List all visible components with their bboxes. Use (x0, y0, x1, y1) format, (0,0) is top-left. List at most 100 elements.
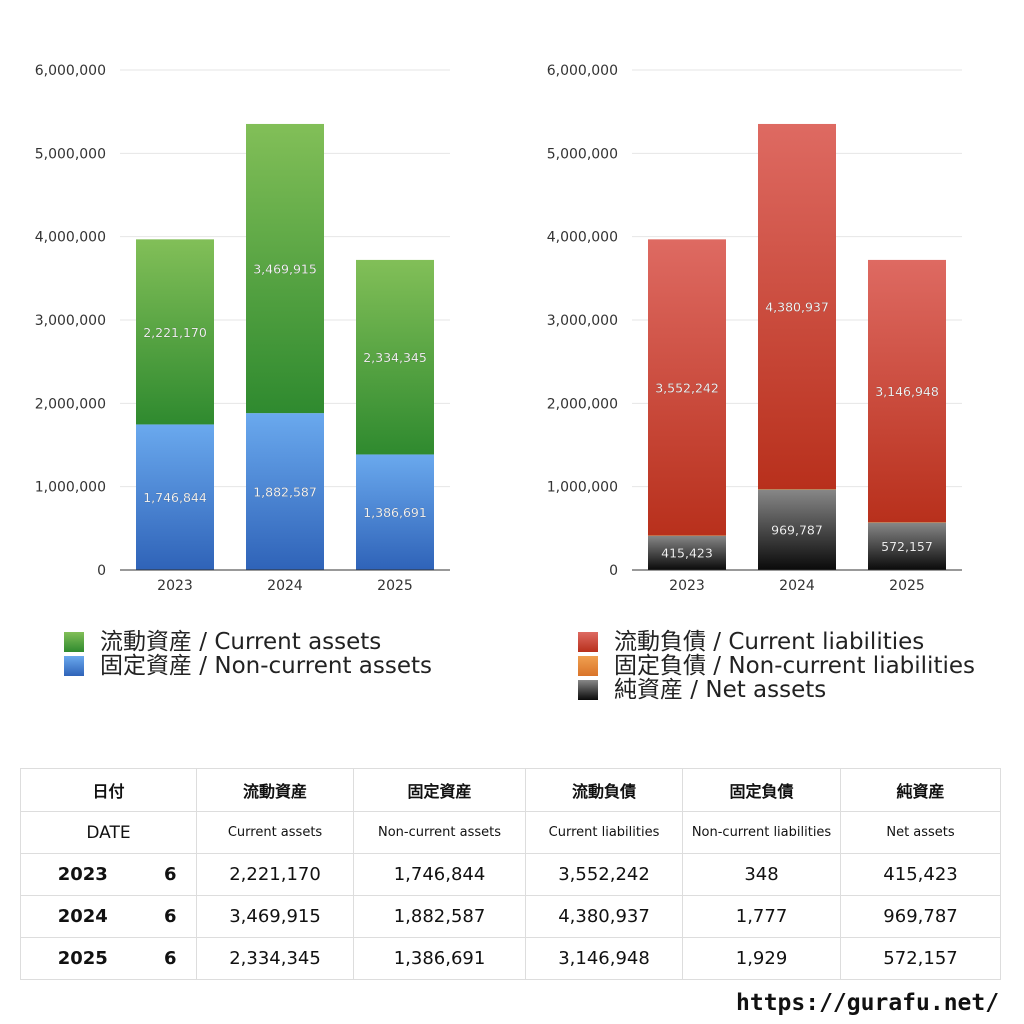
header-current-liabilities-en: Current liabilities (525, 811, 684, 854)
cell-noncurrent-liabilities: 1,929 (682, 937, 842, 980)
data-label: 1,386,691 (363, 505, 427, 520)
data-label: 3,469,915 (253, 262, 317, 277)
cell-noncurrent-assets: 1,386,691 (353, 937, 527, 980)
y-tick-label: 1,000,000 (547, 480, 618, 496)
bar-current-liabilities-2024 (758, 123, 836, 490)
row-month: 6 (144, 937, 198, 980)
bar-net-assets-2024 (758, 489, 836, 570)
bar-non-current-liabilities-2025 (868, 522, 946, 523)
row-month: 6 (144, 853, 198, 896)
cell-current-assets: 2,221,170 (196, 853, 355, 896)
bar-non-current-assets-2025 (356, 454, 434, 570)
cell-noncurrent-assets: 1,746,844 (353, 853, 527, 896)
cell-current-liabilities: 3,552,242 (525, 853, 684, 896)
bar-non-current-liabilities-2023 (648, 535, 726, 536)
header-noncurrent-assets-en: Non-current assets (353, 811, 527, 854)
data-label: 969,787 (771, 523, 823, 538)
cell-noncurrent-liabilities: 1,777 (682, 895, 842, 938)
data-label: 415,423 (661, 546, 713, 561)
assets-chart: 0 1,000,000 2,000,000 3,000,000 4,000,000 5,0… (35, 63, 450, 594)
legend-item: 固定資産 / Non-current assets (64, 654, 432, 678)
y-tick-label: 0 (609, 563, 618, 579)
cell-current-assets: 3,469,915 (196, 895, 355, 938)
legend-item: 固定負債 / Non-current liabilities (578, 654, 975, 678)
y-tick-label: 2,000,000 (35, 396, 106, 412)
legend-label: 流動負債 / Current liabilities (614, 629, 925, 655)
row-year: 2025 (20, 937, 145, 980)
data-label: 3,146,948 (875, 384, 939, 399)
bar-non-current-assets-2023 (136, 424, 214, 570)
cell-current-liabilities: 4,380,937 (525, 895, 684, 938)
cell-net-assets: 969,787 (840, 895, 1002, 938)
y-tick-label: 3,000,000 (35, 313, 106, 329)
legend-item: 純資産 / Net assets (578, 678, 975, 702)
cell-noncurrent-assets: 1,882,587 (353, 895, 527, 938)
date-header-en: DATE (19, 811, 198, 854)
legend-item: 流動負債 / Current liabilities (578, 630, 975, 654)
cell-net-assets: 415,423 (840, 853, 1002, 896)
y-tick-label: 5,000,000 (35, 146, 106, 162)
x-tick-label: 2023 (157, 578, 193, 594)
header-net-assets-en: Net assets (840, 811, 1002, 854)
x-tick-label: 2023 (669, 578, 705, 594)
balance-sheet-table: 日付 流動資産 固定資産 流動負債 固定負債 純資産 DATE Current … (19, 768, 1002, 980)
liabilities-chart: 0 1,000,000 2,000,000 3,000,000 4,000,000 5,0… (547, 63, 962, 594)
legend-swatch (64, 632, 84, 652)
site-url-link[interactable]: https://gurafu.net/ (736, 990, 1000, 1016)
data-label: 3,552,242 (655, 380, 719, 395)
bar-current-liabilities-2023 (648, 239, 726, 536)
y-tick-label: 5,000,000 (547, 146, 618, 162)
header-net-assets-jp: 純資産 (840, 768, 1002, 812)
bar-current-assets-2025 (356, 259, 434, 455)
liabilities-legend: 流動負債 / Current liabilities 固定負債 / Non-cur… (578, 630, 975, 702)
y-tick-label: 2,000,000 (547, 396, 618, 412)
bar-net-assets-2023 (648, 535, 726, 570)
data-label: 2,221,170 (143, 325, 207, 340)
y-tick-label: 4,000,000 (35, 230, 106, 246)
header-noncurrent-assets-jp: 固定資産 (353, 768, 527, 812)
assets-legend: 流動資産 / Current assets 固定資産 / Non-current … (64, 630, 432, 678)
bar-non-current-assets-2024 (246, 413, 324, 570)
legend-label: 固定資産 / Non-current assets (100, 653, 433, 679)
header-noncurrent-liabilities-jp: 固定負債 (682, 768, 842, 812)
y-tick-label: 4,000,000 (547, 230, 618, 246)
row-month: 6 (144, 895, 198, 938)
y-tick-label: 6,000,000 (547, 63, 618, 79)
legend-swatch (578, 656, 598, 676)
legend-label: 流動資産 / Current assets (100, 629, 382, 655)
cell-current-assets: 2,334,345 (196, 937, 355, 980)
bar-net-assets-2025 (868, 522, 946, 570)
data-label: 1,746,844 (143, 490, 207, 505)
x-tick-label: 2025 (889, 578, 925, 594)
table-header-en: DATE Current assets Non-current assets C… (19, 811, 1002, 854)
legend-swatch (578, 632, 598, 652)
x-tick-label: 2025 (377, 578, 413, 594)
bar-non-current-liabilities-2024 (758, 489, 836, 490)
row-year: 2023 (20, 853, 145, 896)
data-label: 2,334,345 (363, 350, 427, 365)
legend-label: 純資産 / Net assets (614, 677, 827, 703)
y-tick-label: 3,000,000 (547, 313, 618, 329)
table-row: 2024 6 3,469,915 1,882,587 4,380,937 1,7… (20, 895, 1002, 938)
x-tick-label: 2024 (779, 578, 815, 594)
legend-label: 固定負債 / Non-current liabilities (614, 653, 975, 679)
x-tick-label: 2024 (267, 578, 303, 594)
data-label: 4,380,937 (765, 299, 829, 314)
table-row: 2023 6 2,221,170 1,746,844 3,552,242 348… (20, 853, 1002, 896)
date-header-jp: 日付 (19, 768, 198, 812)
y-tick-label: 6,000,000 (35, 63, 106, 79)
bar-current-assets-2024 (246, 123, 324, 414)
table-row: 2025 6 2,334,345 1,386,691 3,146,948 1,9… (20, 937, 1002, 980)
data-label: 572,157 (881, 539, 933, 554)
cell-net-assets: 572,157 (840, 937, 1002, 980)
bar-current-assets-2023 (136, 239, 214, 425)
cell-current-liabilities: 3,146,948 (525, 937, 684, 980)
legend-swatch (64, 656, 84, 676)
header-noncurrent-liabilities-en: Non-current liabilities (682, 811, 842, 854)
y-tick-label: 1,000,000 (35, 480, 106, 496)
row-year: 2024 (20, 895, 145, 938)
table-header-jp: 日付 流動資産 固定資産 流動負債 固定負債 純資産 (19, 768, 1002, 812)
header-current-liabilities-jp: 流動負債 (525, 768, 684, 812)
y-tick-label: 0 (97, 563, 106, 579)
cell-noncurrent-liabilities: 348 (682, 853, 842, 896)
